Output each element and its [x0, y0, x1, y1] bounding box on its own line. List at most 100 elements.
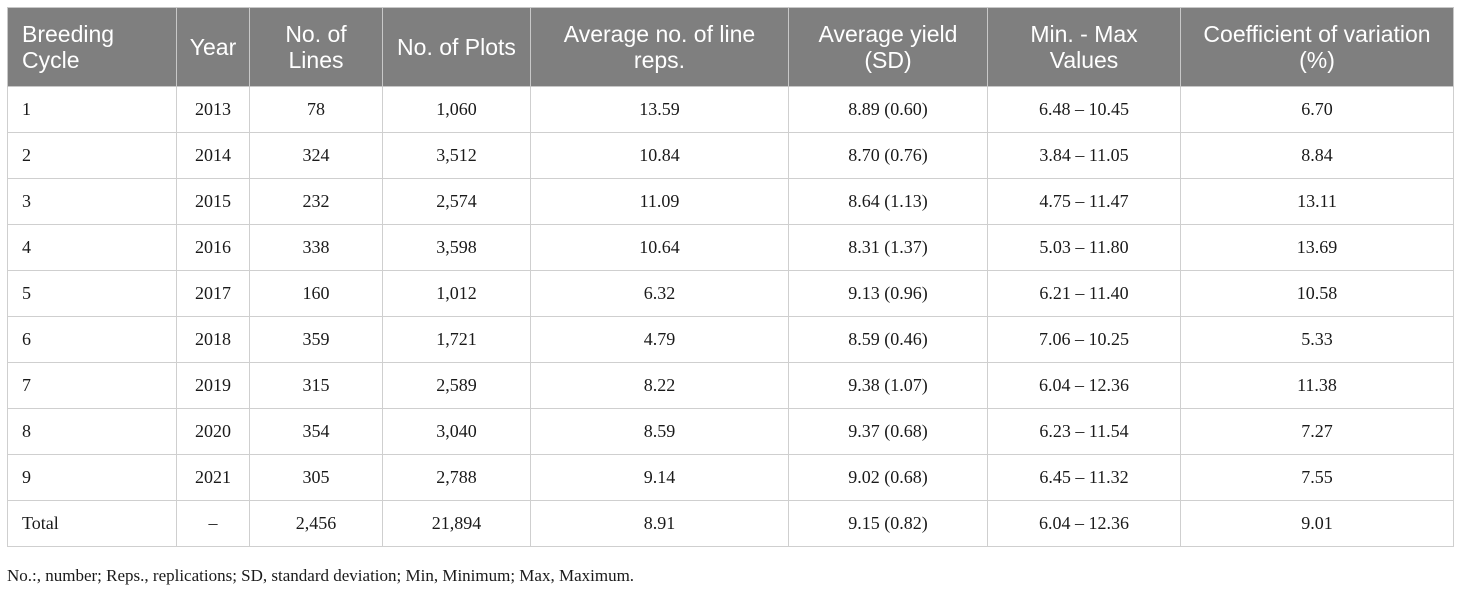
cell-average-line-reps: 8.22 [530, 362, 789, 409]
cell-average-line-reps: 8.91 [530, 500, 789, 547]
table-footnote: No.:, number; Reps., replications; SD, s… [7, 566, 635, 585]
cell-average-yield: 8.70 (0.76) [788, 132, 988, 179]
cell-average-yield: 9.02 (0.68) [788, 454, 988, 501]
cell-min-max-values: 6.45 – 11.32 [987, 454, 1181, 501]
cell-min-max-values: 6.21 – 11.40 [987, 270, 1181, 317]
cell-min-max-values: 5.03 – 11.80 [987, 224, 1181, 271]
table-row: 8 2020 354 3,040 8.59 9.37 (0.68) 6.23 – 11.54… [7, 408, 1454, 455]
cell-no-of-lines: 359 [249, 316, 383, 363]
cell-no-of-plots: 1,060 [382, 86, 531, 133]
cell-average-line-reps: 10.64 [530, 224, 789, 271]
cell-breeding-cycle: 7 [7, 362, 177, 409]
cell-no-of-plots: 3,040 [382, 408, 531, 455]
cell-min-max-values: 6.23 – 11.54 [987, 408, 1181, 455]
table-header-row: Breeding Cycle Year No. of Lines No. of … [7, 7, 1454, 87]
cell-no-of-plots: 3,598 [382, 224, 531, 271]
cell-no-of-lines: 2,456 [249, 500, 383, 547]
cell-breeding-cycle: 6 [7, 316, 177, 363]
cell-year: 2013 [176, 86, 250, 133]
cell-year: 2018 [176, 316, 250, 363]
table-body: 1 2013 78 1,060 13.59 8.89 (0.60) 6.48 – 10.45… [7, 86, 1454, 547]
cell-min-max-values: 7.06 – 10.25 [987, 316, 1181, 363]
cell-breeding-cycle: 1 [7, 86, 177, 133]
cell-average-yield: 8.31 (1.37) [788, 224, 988, 271]
header-no-of-lines: No. of Lines [249, 7, 383, 87]
header-average-yield: Average yield (SD) [788, 7, 988, 87]
cell-breeding-cycle: 9 [7, 454, 177, 501]
cell-min-max-values: 3.84 – 11.05 [987, 132, 1181, 179]
cell-average-line-reps: 4.79 [530, 316, 789, 363]
cell-no-of-lines: 315 [249, 362, 383, 409]
cell-year: – [176, 500, 250, 547]
cell-breeding-cycle: 8 [7, 408, 177, 455]
cell-no-of-plots: 2,574 [382, 178, 531, 225]
cell-year: 2021 [176, 454, 250, 501]
header-average-line-reps: Average no. of line reps. [530, 7, 789, 87]
cell-average-yield: 8.89 (0.60) [788, 86, 988, 133]
table-row: 3 2015 232 2,574 11.09 8.64 (1.13) 4.75 – 11.4… [7, 178, 1454, 225]
cell-coefficient-of-variation: 10.58 [1180, 270, 1454, 317]
cell-no-of-plots: 3,512 [382, 132, 531, 179]
cell-no-of-lines: 160 [249, 270, 383, 317]
cell-breeding-cycle: 3 [7, 178, 177, 225]
cell-average-yield: 9.37 (0.68) [788, 408, 988, 455]
cell-no-of-lines: 324 [249, 132, 383, 179]
cell-coefficient-of-variation: 8.84 [1180, 132, 1454, 179]
cell-year: 2017 [176, 270, 250, 317]
cell-no-of-lines: 232 [249, 178, 383, 225]
cell-coefficient-of-variation: 5.33 [1180, 316, 1454, 363]
cell-min-max-values: 6.04 – 12.36 [987, 500, 1181, 547]
cell-coefficient-of-variation: 9.01 [1180, 500, 1454, 547]
breeding-cycle-table: Breeding Cycle Year No. of Lines No. of … [7, 7, 1454, 547]
table-row: 4 2016 338 3,598 10.64 8.31 (1.37) 5.03 – 11.8… [7, 224, 1454, 271]
table-row: 9 2021 305 2,788 9.14 9.02 (0.68) 6.45 – 11.32… [7, 454, 1454, 501]
cell-year: 2016 [176, 224, 250, 271]
cell-average-line-reps: 6.32 [530, 270, 789, 317]
cell-breeding-cycle: Total [7, 500, 177, 547]
table-row: Total –2,456 21,894 8.91 9.15 (0.82) 6.04 – 1… [7, 500, 1454, 547]
cell-coefficient-of-variation: 7.55 [1180, 454, 1454, 501]
table-row: 7 2019 315 2,589 8.22 9.38 (1.07) 6.04 – 12.36… [7, 362, 1454, 409]
cell-year: 2020 [176, 408, 250, 455]
cell-coefficient-of-variation: 11.38 [1180, 362, 1454, 409]
cell-breeding-cycle: 5 [7, 270, 177, 317]
cell-year: 2014 [176, 132, 250, 179]
header-no-of-plots: No. of Plots [382, 7, 531, 87]
header-breeding-cycle: Breeding Cycle [7, 7, 177, 87]
cell-year: 2015 [176, 178, 250, 225]
cell-no-of-plots: 2,589 [382, 362, 531, 409]
header-year: Year [176, 7, 250, 87]
cell-no-of-lines: 354 [249, 408, 383, 455]
table-row: 1 2013 78 1,060 13.59 8.89 (0.60) 6.48 – 10.45… [7, 86, 1454, 133]
cell-average-yield: 9.38 (1.07) [788, 362, 988, 409]
cell-no-of-plots: 2,788 [382, 454, 531, 501]
cell-average-line-reps: 8.59 [530, 408, 789, 455]
cell-coefficient-of-variation: 13.69 [1180, 224, 1454, 271]
cell-no-of-plots: 1,721 [382, 316, 531, 363]
cell-min-max-values: 6.04 – 12.36 [987, 362, 1181, 409]
cell-year: 2019 [176, 362, 250, 409]
header-min-max-values: Min. - Max Values [987, 7, 1181, 87]
table-row: 6 2018 359 1,721 4.79 8.59 (0.46) 7.06 – 10.25… [7, 316, 1454, 363]
table-row: 5 2017 160 1,012 6.32 9.13 (0.96) 6.21 – 11.40… [7, 270, 1454, 317]
header-coefficient-of-variation: Coefficient of variation (%) [1180, 7, 1454, 87]
cell-coefficient-of-variation: 7.27 [1180, 408, 1454, 455]
cell-no-of-lines: 338 [249, 224, 383, 271]
cell-coefficient-of-variation: 6.70 [1180, 86, 1454, 133]
cell-no-of-plots: 21,894 [382, 500, 531, 547]
cell-min-max-values: 4.75 – 11.47 [987, 178, 1181, 225]
cell-no-of-lines: 305 [249, 454, 383, 501]
cell-min-max-values: 6.48 – 10.45 [987, 86, 1181, 133]
cell-average-line-reps: 11.09 [530, 178, 789, 225]
cell-average-yield: 8.64 (1.13) [788, 178, 988, 225]
table-row: 2 2014 324 3,512 10.84 8.70 (0.76) 3.84 – 11.0… [7, 132, 1454, 179]
cell-average-line-reps: 10.84 [530, 132, 789, 179]
cell-average-line-reps: 9.14 [530, 454, 789, 501]
cell-average-line-reps: 13.59 [530, 86, 789, 133]
cell-breeding-cycle: 2 [7, 132, 177, 179]
cell-average-yield: 9.13 (0.96) [788, 270, 988, 317]
cell-average-yield: 9.15 (0.82) [788, 500, 988, 547]
cell-no-of-plots: 1,012 [382, 270, 531, 317]
cell-breeding-cycle: 4 [7, 224, 177, 271]
cell-no-of-lines: 78 [249, 86, 383, 133]
